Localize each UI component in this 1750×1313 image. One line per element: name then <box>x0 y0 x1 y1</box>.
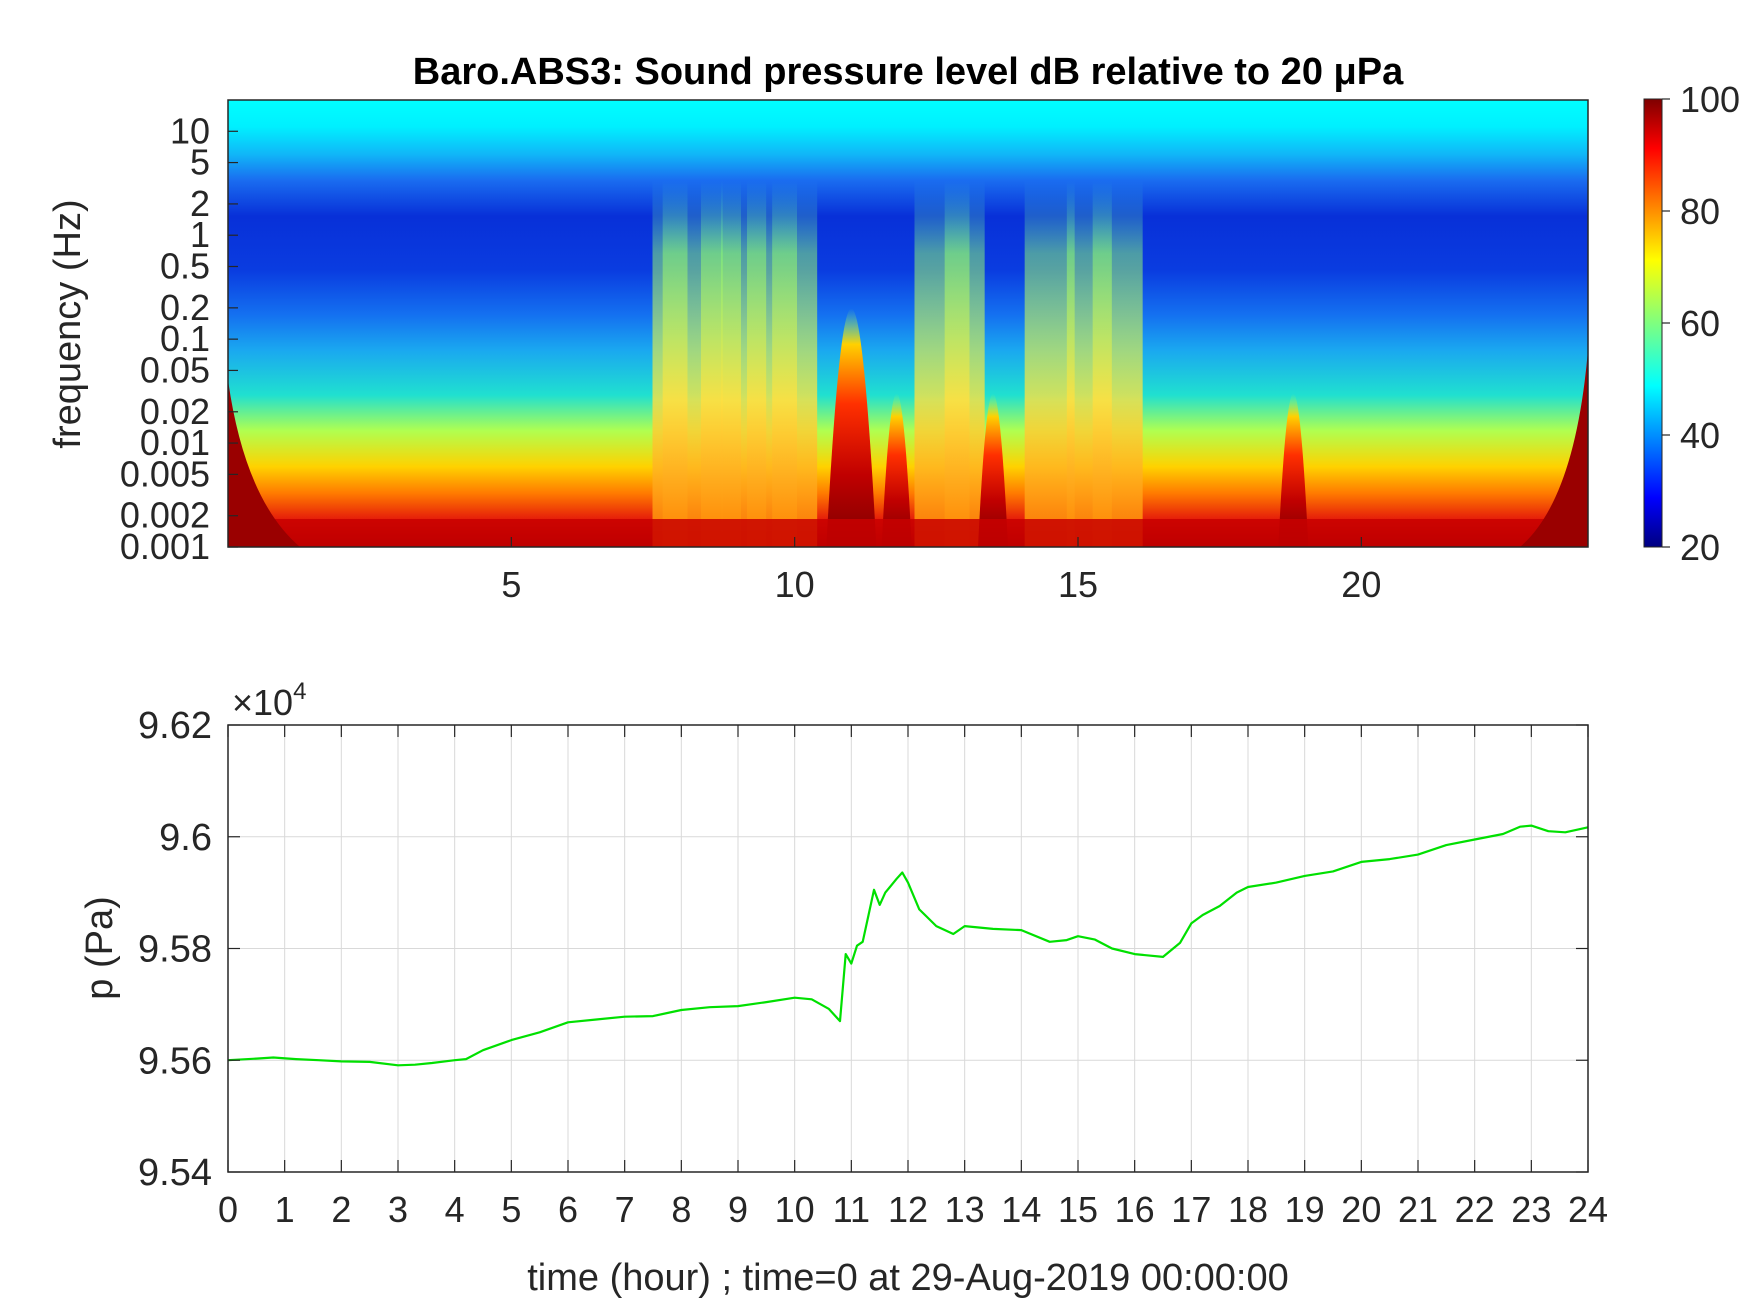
pressure-xtick-label: 12 <box>888 1189 928 1230</box>
spectrogram-low-band <box>228 519 1588 547</box>
pressure-ytick-label: 9.62 <box>138 705 212 747</box>
pressure-xtick-label: 20 <box>1341 1189 1381 1230</box>
spectrogram-ytick-label: 5 <box>190 142 210 183</box>
spectrogram-ytick-label: 1 <box>190 214 210 255</box>
spectrogram-image <box>228 100 1588 547</box>
spectrogram-feature <box>826 308 877 547</box>
spectrogram-ytick-label: 0.001 <box>120 526 210 567</box>
spectrogram-band <box>1092 180 1143 547</box>
spectrogram-title: Baro.ABS3: Sound pressure level dB relat… <box>413 51 1404 93</box>
spectrogram-feature <box>1278 393 1309 547</box>
pressure-xtick-label: 22 <box>1455 1189 1495 1230</box>
spectrogram-feature <box>978 393 1008 547</box>
spectrogram-ytick-label: 2 <box>190 183 210 224</box>
spectrogram-ytick-label: 0.002 <box>120 495 210 536</box>
pressure-xtick-label: 21 <box>1398 1189 1438 1230</box>
pressure-xtick-label: 17 <box>1171 1189 1211 1230</box>
pressure-xtick-label: 1 <box>275 1189 295 1230</box>
pressure-xtick-label: 5 <box>501 1189 521 1230</box>
spectrogram-ytick-label: 0.005 <box>120 453 210 494</box>
spectrogram-feature <box>881 393 912 547</box>
spectrogram-band <box>772 180 818 547</box>
colorbar-tick-label: 40 <box>1680 415 1720 456</box>
pressure-panel: 0 1 2 3 4 5 6 7 8 9 10 11 12 13 14 15 16 17 18 19 20 21 22 23 24… <box>79 678 1608 1299</box>
pressure-xtick-label: 13 <box>945 1189 985 1230</box>
spectrogram-panel: Baro.ABS3: Sound pressure level dB relat… <box>47 51 1740 605</box>
spectrogram-ylabel: frequency (Hz) <box>47 199 89 448</box>
pressure-xtick-label: 7 <box>615 1189 635 1230</box>
pressure-ytick-label: 9.58 <box>138 929 212 971</box>
pressure-xtick-label: 6 <box>558 1189 578 1230</box>
colorbar <box>1643 98 1663 548</box>
pressure-ytick-label: 9.56 <box>138 1040 212 1082</box>
pressure-multiplier: ×104 <box>232 678 306 723</box>
colorbar-tick-label: 100 <box>1680 79 1740 120</box>
spectrogram-band <box>652 180 688 547</box>
spectrogram-xtick-label: 10 <box>775 564 815 605</box>
pressure-xtick-label: 19 <box>1285 1189 1325 1230</box>
pressure-xtick-label: 0 <box>218 1189 238 1230</box>
pressure-ytick-label: 9.6 <box>159 817 212 859</box>
spectrogram-xtick-label: 5 <box>501 564 521 605</box>
pressure-xtick-label: 4 <box>445 1189 465 1230</box>
spectrogram-ytick-label: 0.5 <box>160 245 210 286</box>
spectrogram-xtick-label: 15 <box>1058 564 1098 605</box>
spectrogram-ytick-label: 0.2 <box>160 287 210 328</box>
spectrogram-ytick-label: 0.05 <box>140 349 210 390</box>
pressure-xtick-label: 8 <box>671 1189 691 1230</box>
pressure-xtick-label: 10 <box>775 1189 815 1230</box>
spectrogram-ytick-label: 0.1 <box>160 318 210 359</box>
colorbar-tick-label: 20 <box>1680 527 1720 568</box>
spectrogram-ytick-label: 0.01 <box>140 422 210 463</box>
spectrogram-ytick-label: 0.02 <box>140 391 210 432</box>
pressure-ylabel: p (Pa) <box>79 896 121 999</box>
spectrogram-band <box>944 180 985 547</box>
pressure-xtick-label: 15 <box>1058 1189 1098 1230</box>
pressure-xtick-label: 9 <box>728 1189 748 1230</box>
spectrogram-right-edge <box>1520 350 1588 547</box>
pressure-ytick-label: 9.54 <box>138 1152 212 1194</box>
pressure-xtick-label: 24 <box>1568 1189 1608 1230</box>
pressure-xtick-label: 18 <box>1228 1189 1268 1230</box>
colorbar-tick-label: 80 <box>1680 191 1720 232</box>
pressure-xtick-label: 23 <box>1511 1189 1551 1230</box>
pressure-xtick-label: 3 <box>388 1189 408 1230</box>
pressure-xlabel: time (hour) ; time=0 at 29-Aug-2019 00:0… <box>527 1257 1289 1299</box>
spectrogram-xtick-label: 20 <box>1341 564 1381 605</box>
spectrogram-left-edge <box>228 380 300 547</box>
pressure-xtick-label: 14 <box>1001 1189 1041 1230</box>
pressure-xtick-label: 2 <box>331 1189 351 1230</box>
spectrogram-band <box>1024 180 1075 547</box>
pressure-series-line <box>227 824 1589 1067</box>
spectrogram-ytick-label: 10 <box>170 110 210 151</box>
pressure-xtick-label: 11 <box>833 1189 870 1230</box>
spectrogram-frame <box>227 99 1589 548</box>
colorbar-tick-label: 60 <box>1680 303 1720 344</box>
pressure-xtick-label: 16 <box>1115 1189 1155 1230</box>
